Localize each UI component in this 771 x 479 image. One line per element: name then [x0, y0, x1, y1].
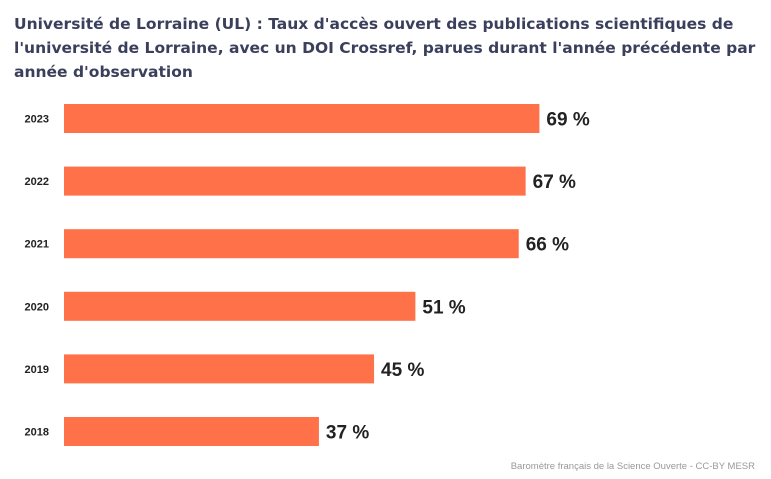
data-label: 67 % [533, 172, 576, 193]
chart-credits[interactable]: Baromètre français de la Science Ouverte… [510, 461, 755, 472]
category-label: 2019 [25, 364, 49, 376]
category-label: 2018 [25, 427, 49, 439]
bar[interactable] [64, 291, 416, 321]
data-label: 37 % [326, 423, 369, 444]
data-label: 45 % [381, 360, 424, 381]
data-label: 69 % [546, 110, 589, 131]
data-label: 66 % [526, 235, 569, 256]
bar[interactable] [64, 104, 540, 133]
category-label: 2020 [25, 301, 49, 313]
chart-title: Université de Lorraine (UL) : Taux d'acc… [14, 15, 756, 81]
category-label: 2022 [25, 176, 49, 188]
bar[interactable] [64, 417, 319, 446]
category-label: 2023 [25, 114, 49, 126]
category-label: 2021 [25, 239, 49, 251]
bar[interactable] [64, 354, 375, 384]
data-label: 51 % [422, 297, 465, 318]
bar[interactable] [64, 166, 526, 196]
bar[interactable] [64, 229, 519, 259]
